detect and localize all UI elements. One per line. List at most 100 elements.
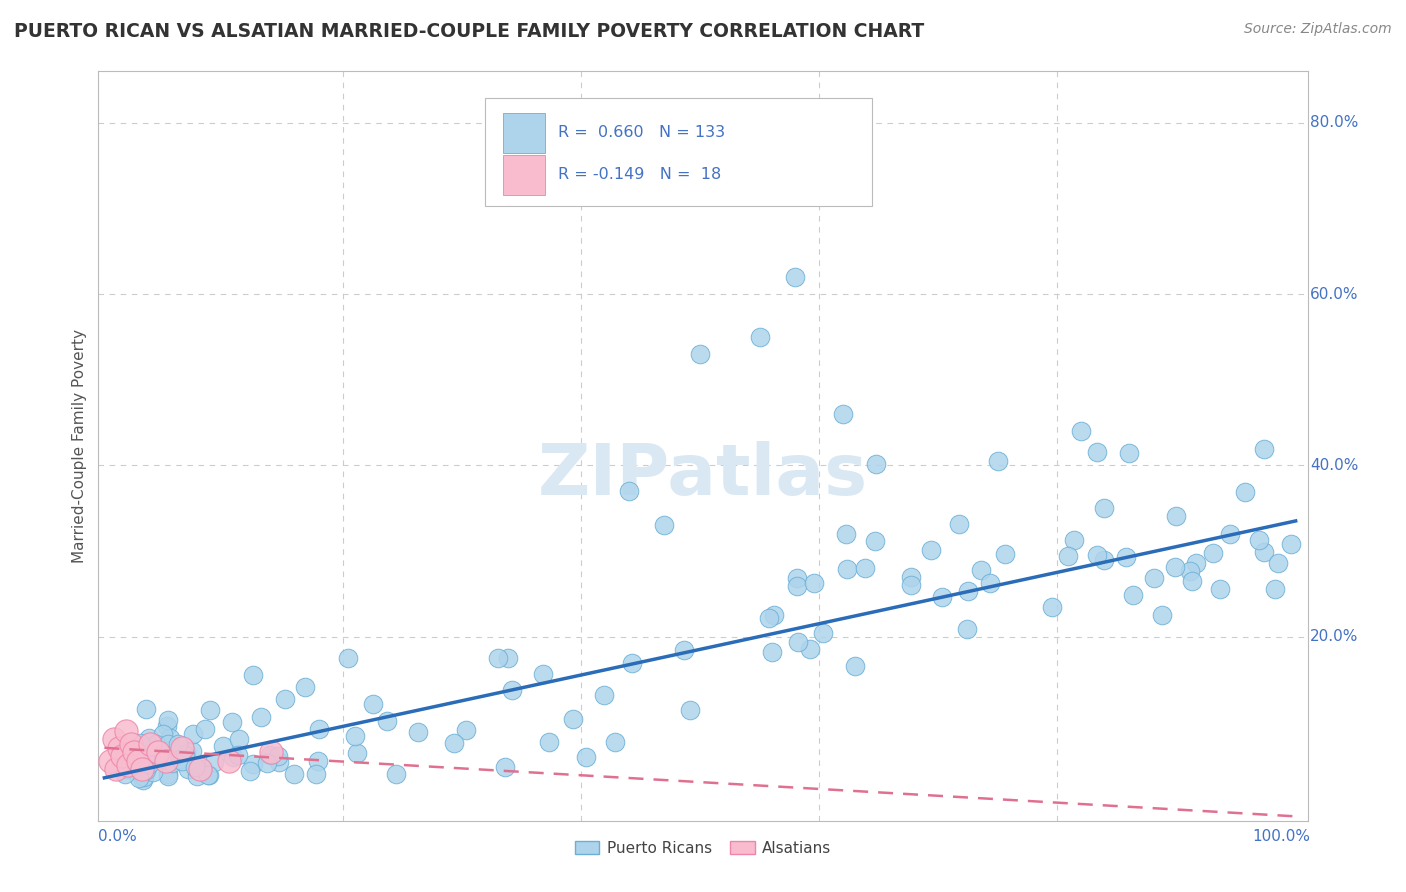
Point bbox=[337, 651, 360, 665]
Point bbox=[385, 766, 408, 780]
Y-axis label: Married-Couple Family Poverty: Married-Couple Family Poverty bbox=[72, 329, 87, 563]
Point bbox=[283, 766, 305, 780]
Point bbox=[1279, 537, 1302, 551]
Point bbox=[170, 740, 193, 755]
Point bbox=[344, 729, 367, 743]
Point bbox=[1057, 549, 1080, 563]
Point bbox=[181, 727, 204, 741]
Point bbox=[1092, 501, 1115, 516]
Point bbox=[1219, 526, 1241, 541]
Point bbox=[259, 747, 281, 762]
Point bbox=[786, 571, 808, 585]
Point bbox=[673, 642, 696, 657]
Point bbox=[956, 584, 979, 599]
Point bbox=[603, 735, 626, 749]
Point bbox=[501, 682, 523, 697]
Point bbox=[256, 756, 278, 771]
Point bbox=[1253, 545, 1275, 559]
Point bbox=[141, 752, 163, 766]
Point bbox=[198, 768, 221, 782]
Point bbox=[835, 562, 858, 576]
Point bbox=[537, 735, 560, 749]
Point bbox=[900, 577, 922, 591]
Point bbox=[1094, 553, 1116, 567]
Point bbox=[202, 756, 225, 770]
Point bbox=[184, 760, 207, 774]
Point bbox=[758, 610, 780, 624]
Point bbox=[135, 702, 157, 716]
Point bbox=[620, 656, 643, 670]
Point bbox=[761, 645, 783, 659]
Point bbox=[1233, 485, 1256, 500]
Point bbox=[218, 754, 240, 768]
Point bbox=[167, 737, 190, 751]
Point bbox=[162, 756, 184, 770]
Point bbox=[197, 768, 219, 782]
Point bbox=[174, 747, 197, 762]
Point bbox=[811, 625, 834, 640]
Point bbox=[156, 719, 179, 733]
Point bbox=[361, 697, 384, 711]
Point bbox=[1247, 533, 1270, 548]
FancyBboxPatch shape bbox=[503, 112, 544, 153]
Point bbox=[863, 534, 886, 549]
Text: 20.0%: 20.0% bbox=[1310, 629, 1358, 644]
Point bbox=[242, 668, 264, 682]
Point bbox=[617, 483, 640, 498]
Point bbox=[138, 756, 160, 771]
Point bbox=[1115, 550, 1137, 565]
Point bbox=[174, 745, 197, 759]
Point bbox=[1085, 548, 1108, 562]
Point bbox=[531, 667, 554, 681]
Point bbox=[832, 407, 855, 421]
Point bbox=[114, 766, 136, 780]
Point bbox=[575, 750, 598, 764]
Point bbox=[1085, 444, 1108, 458]
Point bbox=[762, 608, 785, 623]
Point bbox=[1181, 574, 1204, 588]
Point bbox=[114, 723, 136, 738]
Point bbox=[138, 737, 160, 751]
Point bbox=[1063, 533, 1085, 547]
Point bbox=[267, 755, 290, 769]
Point bbox=[156, 769, 179, 783]
Point bbox=[486, 651, 509, 665]
Point bbox=[456, 723, 478, 737]
Point bbox=[186, 769, 208, 783]
Point bbox=[222, 750, 245, 764]
Point bbox=[103, 732, 125, 747]
Point bbox=[157, 767, 180, 781]
Text: R =  0.660   N = 133: R = 0.660 N = 133 bbox=[558, 125, 725, 140]
Point bbox=[994, 547, 1017, 561]
Point bbox=[307, 754, 329, 768]
Point bbox=[786, 634, 808, 648]
Point bbox=[142, 764, 165, 779]
Point bbox=[127, 747, 149, 762]
Point bbox=[177, 762, 200, 776]
Point bbox=[260, 745, 283, 759]
Text: ZIPatlas: ZIPatlas bbox=[538, 442, 868, 510]
Point bbox=[308, 722, 330, 736]
Point bbox=[146, 745, 169, 759]
Point bbox=[120, 737, 142, 751]
Point bbox=[117, 758, 139, 772]
Point bbox=[1164, 508, 1187, 523]
Point bbox=[1253, 442, 1275, 457]
Text: 100.0%: 100.0% bbox=[1251, 830, 1310, 844]
Text: 60.0%: 60.0% bbox=[1310, 286, 1358, 301]
Point bbox=[948, 516, 970, 531]
FancyBboxPatch shape bbox=[503, 154, 544, 195]
Point bbox=[1122, 588, 1144, 602]
Point bbox=[1163, 559, 1185, 574]
Point bbox=[494, 760, 516, 774]
Point bbox=[799, 642, 821, 657]
Point bbox=[377, 714, 399, 728]
Point bbox=[294, 680, 316, 694]
Point bbox=[127, 754, 149, 768]
Point bbox=[107, 740, 129, 755]
Point bbox=[135, 763, 157, 777]
Point bbox=[931, 590, 953, 604]
Point bbox=[114, 747, 136, 762]
Point bbox=[443, 736, 465, 750]
Point bbox=[239, 764, 262, 778]
